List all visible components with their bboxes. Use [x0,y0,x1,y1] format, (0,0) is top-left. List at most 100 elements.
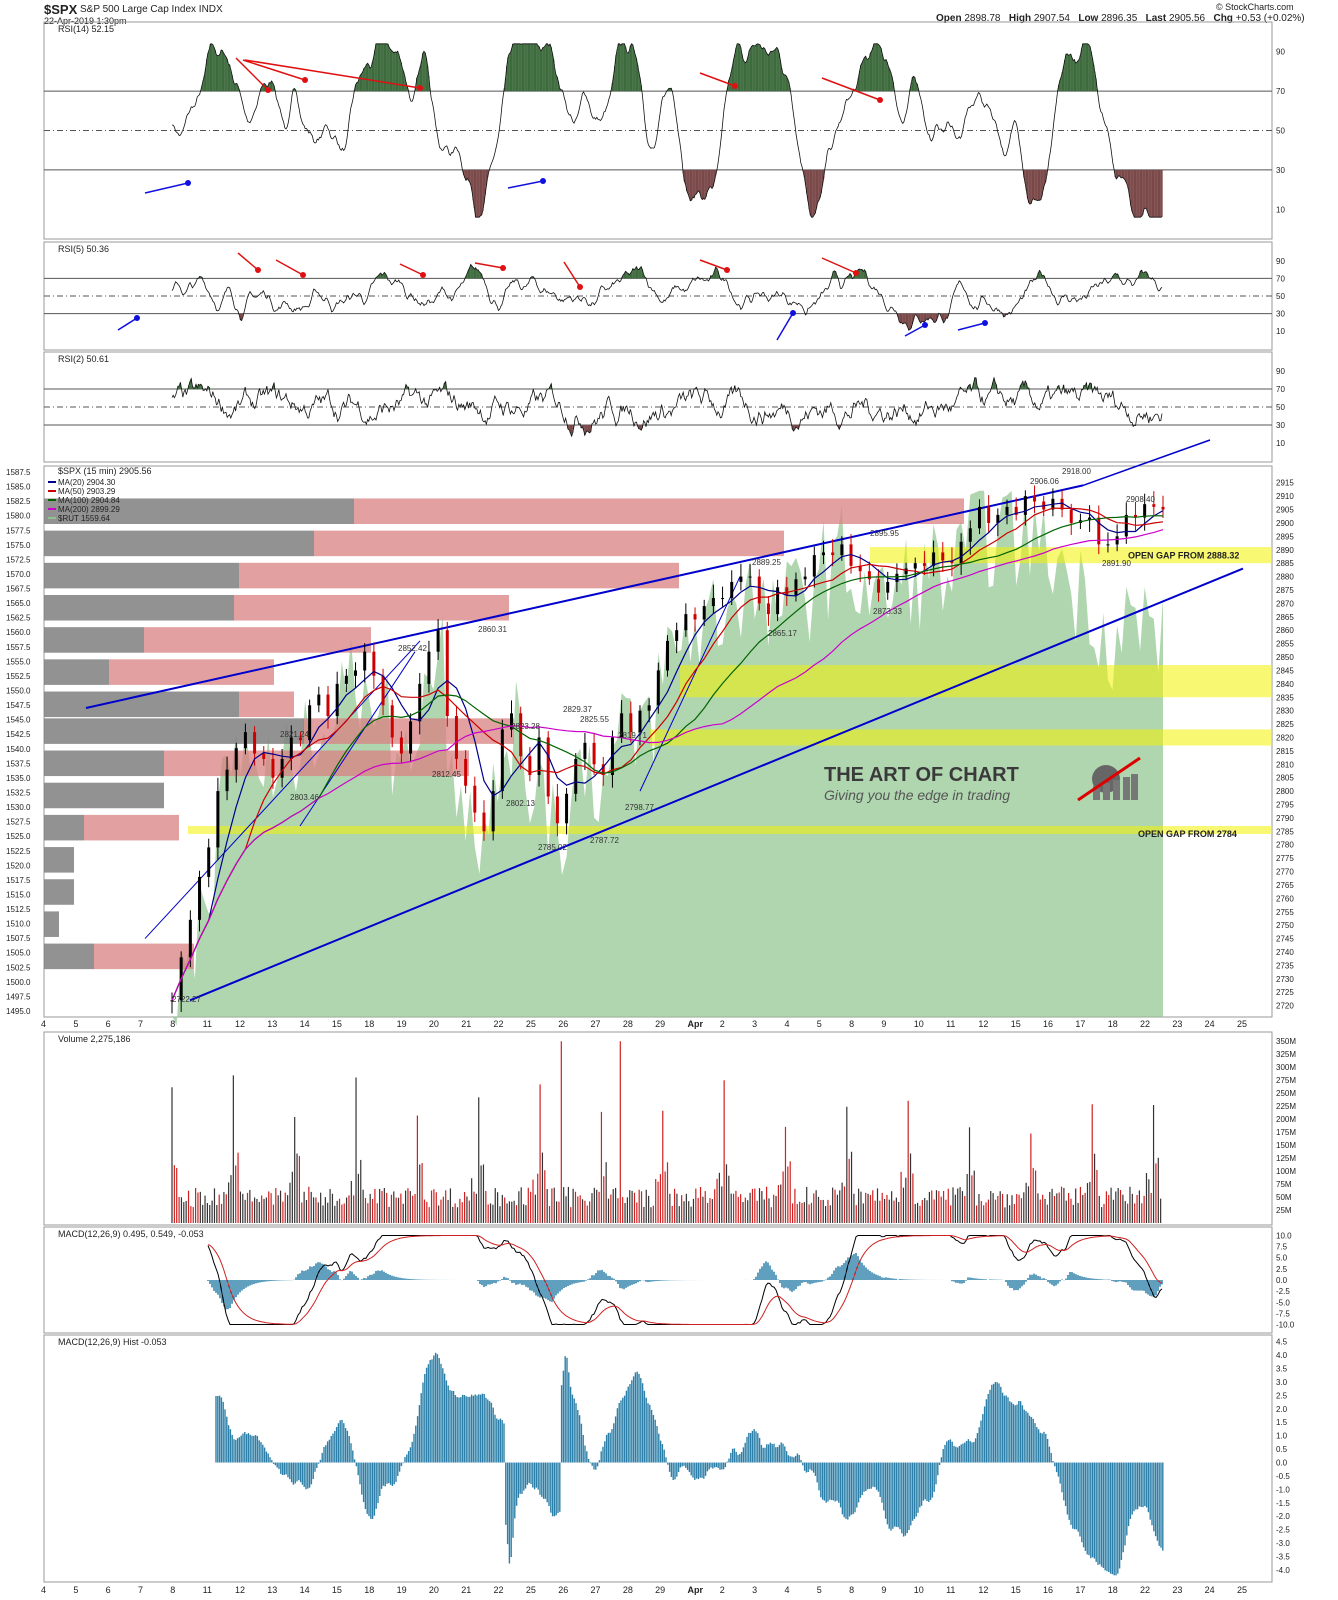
divergence-arrow [699,72,736,87]
price-body [464,758,468,786]
price-annotation: 2798.77 [625,803,654,812]
x-axis-label-bottom: 24 [1205,1585,1215,1595]
hist-tick: -1.5 [1276,1499,1290,1508]
x-axis-label: 8 [849,1019,854,1029]
price-body [702,606,706,620]
price-body [821,552,825,556]
arrow-head [417,85,423,91]
volume-profile-bar [44,498,354,524]
rut-tick: 1582.5 [6,497,31,506]
price-tick: 2820 [1276,733,1294,742]
divergence-arrow [699,259,728,271]
price-title: $SPX (15 min) 2905.56 [58,466,152,476]
x-axis-label-bottom: 29 [655,1585,665,1595]
rut-tick: 1532.5 [6,788,31,797]
rut-tick: 1510.0 [6,920,31,929]
macd-label: MACD(12,26,9) 0.495, 0.549, -0.053 [58,1229,204,1239]
x-axis-label-bottom: 6 [106,1585,111,1595]
volume-tick: 225M [1276,1102,1296,1111]
gap-callout: OPEN GAP FROM 2888.32 [1128,550,1239,560]
price-tick: 2770 [1276,868,1294,877]
price-annotation: 2823.28 [511,722,540,731]
hist-tick: -3.5 [1276,1553,1290,1562]
price-body [335,683,339,717]
volume-profile-bar [354,498,964,524]
price-tick: 2840 [1276,680,1294,689]
price-annotation: 2852.42 [398,644,427,653]
volume-profile-bar [44,782,164,809]
rsi-label: RSI(2) 50.61 [58,354,109,364]
x-axis-label-bottom: 4 [784,1585,789,1595]
volume-profile-bar [144,627,371,653]
gap-band [650,729,1272,746]
price-tick: 2730 [1276,975,1294,984]
rut-tick: 1537.5 [6,759,31,768]
volume-tick: 75M [1276,1180,1292,1189]
arrow-head [853,270,859,276]
x-axis-label: 23 [1172,1019,1182,1029]
volume-profile-bar [44,718,304,744]
rsi-tick: 30 [1276,310,1285,319]
price-annotation: 2891.90 [1102,559,1131,568]
price-tick: 2765 [1276,881,1294,890]
rut-tick: 1515.0 [6,890,31,899]
x-axis-label: 18 [364,1019,374,1029]
price-body [427,651,431,684]
price-body [1124,514,1128,537]
price-body [592,742,596,765]
price-body [730,581,734,599]
price-body [317,694,321,706]
x-axis-label: 22 [1140,1019,1150,1029]
ma100-line [171,515,1164,1001]
volume-tick: 250M [1276,1089,1296,1098]
price-tick: 2905 [1276,506,1294,515]
x-axis-label-bottom: 18 [364,1585,374,1595]
thin-trendline [639,576,741,792]
divergence-arrow [821,257,857,274]
x-axis-label: 7 [138,1019,143,1029]
price-annotation: 2908.40 [1126,495,1155,504]
price-tick: 2855 [1276,640,1294,649]
price-body [757,576,761,604]
rut-tick: 1522.5 [6,847,31,856]
volume-profile-bar [44,530,314,557]
price-tick: 2805 [1276,774,1294,783]
volume-profile-bar [44,847,74,873]
macd-signal-line [207,1235,1163,1325]
price-body [308,705,312,741]
volume-profile-bar [94,943,194,970]
price-tick: 2880 [1276,573,1294,582]
macd-tick: 10.0 [1276,1231,1292,1240]
rut-tick: 1520.0 [6,861,31,870]
divergence-arrow [507,180,544,189]
price-body [785,587,789,596]
gap-band [680,665,1272,698]
volume-tick: 25M [1276,1206,1292,1215]
price-body [1069,509,1073,523]
price-body [253,732,257,754]
price-body [656,670,660,706]
price-body [968,528,972,542]
hist-tick: 3.0 [1276,1378,1288,1387]
rsi-line [171,43,1163,218]
upper-channel-line [85,484,1084,709]
x-axis-label: 10 [914,1019,924,1029]
divergence-arrow [242,59,306,81]
price-body [1023,496,1027,515]
price-body [207,847,211,877]
x-axis-label-bottom: 16 [1043,1585,1053,1595]
watermark-bars-icon [1131,774,1138,800]
rut-tick: 1540.0 [6,745,31,754]
price-body [326,694,330,717]
price-body [198,876,202,920]
price-body [858,565,862,572]
divergence-arrow [904,324,926,337]
arrow-head [877,97,883,103]
volume-profile-bar [234,594,509,621]
price-body [574,758,578,794]
price-tick: 2845 [1276,666,1294,675]
arrow-head [982,320,988,326]
rut-tick: 1547.5 [6,701,31,710]
price-body [748,576,752,578]
arrow-head [302,77,308,83]
